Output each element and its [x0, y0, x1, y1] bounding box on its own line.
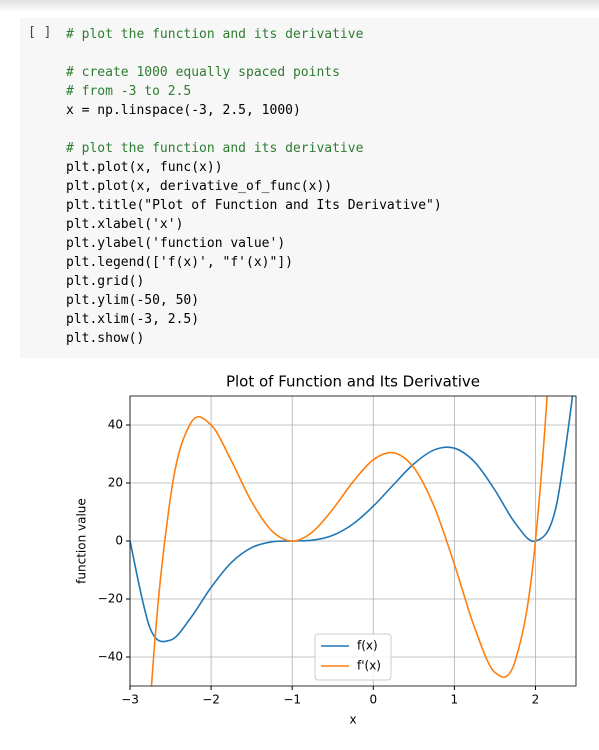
- code-line: plt.title("Plot of Function and Its Deri…: [66, 198, 442, 213]
- code-line: plt.ylabel('function value'): [66, 236, 286, 251]
- run-prompt[interactable]: [ ]: [28, 25, 52, 40]
- code-line: plt.xlabel('x'): [66, 217, 184, 232]
- x-tick-label: 1: [451, 693, 459, 707]
- x-tick-label: −1: [283, 693, 301, 707]
- legend-label: f(x): [357, 639, 378, 653]
- y-tick-label: 40: [108, 418, 123, 432]
- y-tick-label: 20: [108, 476, 123, 490]
- legend-label: f'(x): [357, 659, 381, 673]
- code-line: plt.xlim(-3, 2.5): [66, 312, 200, 327]
- code-line: plt.grid(): [66, 274, 145, 289]
- code: # plot the function and its derivative # …: [66, 25, 442, 348]
- code-line: plt.plot(x, derivative_of_func(x)): [66, 179, 333, 194]
- y-tick-label: −20: [98, 592, 123, 606]
- y-axis-label: function value: [75, 498, 89, 584]
- plot-area: [130, 396, 574, 686]
- x-tick-label: 2: [532, 693, 540, 707]
- code-line: # plot the function and its derivative: [66, 141, 364, 156]
- line-series: [130, 396, 574, 643]
- code-line: plt.ylim(-50, 50): [66, 293, 200, 308]
- code-line: plt.show(): [66, 331, 145, 346]
- x-tick-label: −3: [121, 693, 139, 707]
- code-cell[interactable]: [20, 18, 599, 358]
- code-line: x = np.linspace(-3, 2.5, 1000): [66, 103, 301, 118]
- x-tick-label: −2: [202, 693, 220, 707]
- chart-title: Plot of Function and Its Derivative: [226, 373, 480, 391]
- toolbar-edge: [0, 0, 599, 12]
- y-tick-label: −40: [98, 650, 123, 664]
- code-line: plt.plot(x, func(x)): [66, 160, 223, 175]
- code-line: # plot the function and its derivative: [66, 27, 364, 42]
- x-tick-label: 0: [369, 693, 377, 707]
- legend-box: [314, 633, 392, 681]
- y-tick-label: 0: [115, 534, 123, 548]
- code-line: plt.legend(['f(x)', "f'(x)"]): [66, 255, 293, 270]
- code-line: # from -3 to 2.5: [66, 84, 192, 99]
- line-series: [150, 396, 549, 686]
- x-axis-label: x: [349, 713, 356, 727]
- code-line: # create 1000 equally spaced points: [66, 65, 340, 80]
- axes-frame: [129, 395, 577, 687]
